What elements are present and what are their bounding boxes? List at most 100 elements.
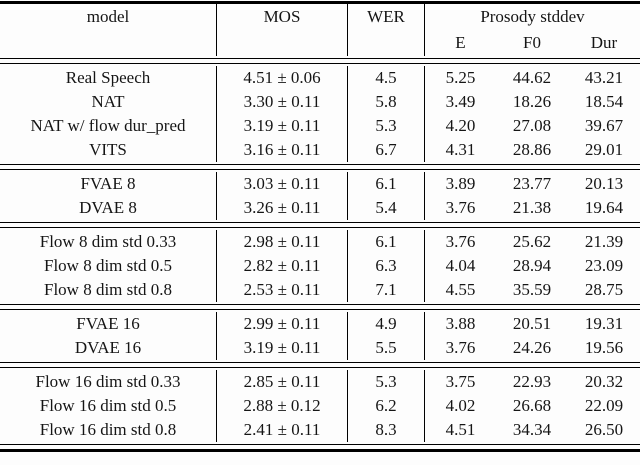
cell-f0-stddev: 44.62 <box>512 68 552 87</box>
cell-f0-stddev: 24.26 <box>512 338 552 357</box>
table-subheader-row: E F0 Dur <box>0 30 640 56</box>
subheader-dur: Dur <box>590 33 618 52</box>
cell-energy-stddev: 3.76 <box>445 338 476 357</box>
cell-f0-stddev: 25.62 <box>512 232 552 251</box>
table-row: NAT 3.30 ± 0.11 5.8 3.49 18.26 18.54 <box>0 90 640 114</box>
cell-duration-stddev: 43.21 <box>584 68 624 87</box>
cell-model: Real Speech <box>0 66 217 90</box>
cell-f0-stddev: 18.26 <box>512 92 552 111</box>
cell-wer: 5.3 <box>348 370 425 394</box>
table-row: Flow 16 dim std 0.5 2.88 ± 0.12 6.2 4.02… <box>0 394 640 418</box>
cell-duration-stddev: 22.09 <box>584 396 624 415</box>
cell-duration-stddev: 18.54 <box>584 92 624 111</box>
cell-f0-stddev: 26.68 <box>512 396 552 415</box>
header-model: model <box>0 4 217 30</box>
cell-energy-stddev: 3.75 <box>445 372 476 391</box>
cell-energy-stddev: 4.51 <box>445 420 476 439</box>
cell-model: FVAE 16 <box>0 312 217 336</box>
cell-wer: 6.7 <box>348 138 425 162</box>
table-row: DVAE 16 3.19 ± 0.11 5.5 3.76 24.26 19.56 <box>0 336 640 360</box>
subheader-spacer <box>348 30 425 56</box>
cell-mos: 3.03 ± 0.11 <box>217 172 348 196</box>
cell-wer: 4.5 <box>348 66 425 90</box>
cell-model: DVAE 8 <box>0 196 217 220</box>
cell-f0-stddev: 23.77 <box>512 174 552 193</box>
cell-mos: 2.41 ± 0.11 <box>217 418 348 442</box>
cell-model: Flow 16 dim std 0.5 <box>0 394 217 418</box>
cell-mos: 4.51 ± 0.06 <box>217 66 348 90</box>
cell-duration-stddev: 23.09 <box>584 256 624 275</box>
cell-duration-stddev: 29.01 <box>584 140 624 159</box>
cell-f0-stddev: 28.94 <box>512 256 552 275</box>
cell-model: FVAE 8 <box>0 172 217 196</box>
header-separator-rule <box>0 58 640 64</box>
table-row: Real Speech 4.51 ± 0.06 4.5 5.25 44.62 4… <box>0 66 640 90</box>
cell-model: Flow 16 dim std 0.33 <box>0 370 217 394</box>
subheader-f0: F0 <box>523 33 541 52</box>
group-separator-rule <box>0 362 640 368</box>
cell-mos: 3.16 ± 0.11 <box>217 138 348 162</box>
cell-model: Flow 8 dim std 0.33 <box>0 230 217 254</box>
table-bottom-rule <box>0 444 640 452</box>
cell-mos: 2.53 ± 0.11 <box>217 278 348 302</box>
cell-model: VITS <box>0 138 217 162</box>
cell-f0-stddev: 28.86 <box>512 140 552 159</box>
table-row: Flow 16 dim std 0.8 2.41 ± 0.11 8.3 4.51… <box>0 418 640 442</box>
cell-wer: 6.1 <box>348 172 425 196</box>
cell-energy-stddev: 3.76 <box>445 232 476 251</box>
cell-energy-stddev: 4.04 <box>445 256 476 275</box>
table-row: FVAE 16 2.99 ± 0.11 4.9 3.88 20.51 19.31 <box>0 312 640 336</box>
header-prosody-stddev: Prosody stddev <box>480 7 585 26</box>
table-header-row: model MOS WER Prosody stddev <box>0 4 640 30</box>
table-top-rule <box>0 1 640 4</box>
cell-duration-stddev: 39.67 <box>584 116 624 135</box>
cell-duration-stddev: 28.75 <box>584 280 624 299</box>
cell-duration-stddev: 20.13 <box>584 174 624 193</box>
cell-mos: 3.19 ± 0.11 <box>217 114 348 138</box>
cell-wer: 5.4 <box>348 196 425 220</box>
cell-energy-stddev: 4.20 <box>445 116 476 135</box>
header-wer: WER <box>348 4 425 30</box>
cell-mos: 3.26 ± 0.11 <box>217 196 348 220</box>
cell-wer: 8.3 <box>348 418 425 442</box>
cell-wer: 6.2 <box>348 394 425 418</box>
cell-energy-stddev: 4.31 <box>445 140 476 159</box>
table-row: FVAE 8 3.03 ± 0.11 6.1 3.89 23.77 20.13 <box>0 172 640 196</box>
cell-duration-stddev: 19.31 <box>584 314 624 333</box>
cell-mos: 2.88 ± 0.12 <box>217 394 348 418</box>
subheader-spacer <box>0 30 217 56</box>
cell-mos: 2.98 ± 0.11 <box>217 230 348 254</box>
group-separator-rule <box>0 164 640 170</box>
cell-mos: 2.85 ± 0.11 <box>217 370 348 394</box>
cell-energy-stddev: 5.25 <box>445 68 476 87</box>
cell-wer: 4.9 <box>348 312 425 336</box>
cell-wer: 6.3 <box>348 254 425 278</box>
cell-energy-stddev: 3.89 <box>445 174 476 193</box>
cell-duration-stddev: 21.39 <box>584 232 624 251</box>
cell-wer: 5.3 <box>348 114 425 138</box>
table-row: NAT w/ flow dur_pred 3.19 ± 0.11 5.3 4.2… <box>0 114 640 138</box>
cell-energy-stddev: 3.76 <box>445 198 476 217</box>
cell-f0-stddev: 20.51 <box>512 314 552 333</box>
cell-f0-stddev: 35.59 <box>512 280 552 299</box>
cell-mos: 3.30 ± 0.11 <box>217 90 348 114</box>
cell-wer: 6.1 <box>348 230 425 254</box>
cell-energy-stddev: 3.88 <box>445 314 476 333</box>
cell-wer: 5.8 <box>348 90 425 114</box>
table-row: Flow 8 dim std 0.5 2.82 ± 0.11 6.3 4.04 … <box>0 254 640 278</box>
group-separator-rule <box>0 304 640 310</box>
cell-model: Flow 8 dim std 0.5 <box>0 254 217 278</box>
cell-f0-stddev: 22.93 <box>512 372 552 391</box>
table-row: Flow 8 dim std 0.8 2.53 ± 0.11 7.1 4.55 … <box>0 278 640 302</box>
cell-duration-stddev: 19.64 <box>584 198 624 217</box>
subheader-spacer <box>217 30 348 56</box>
cell-model: NAT w/ flow dur_pred <box>0 114 217 138</box>
table-row: VITS 3.16 ± 0.11 6.7 4.31 28.86 29.01 <box>0 138 640 162</box>
table-row: DVAE 8 3.26 ± 0.11 5.4 3.76 21.38 19.64 <box>0 196 640 220</box>
cell-model: Flow 16 dim std 0.8 <box>0 418 217 442</box>
cell-duration-stddev: 20.32 <box>584 372 624 391</box>
cell-mos: 3.19 ± 0.11 <box>217 336 348 360</box>
group-separator-rule <box>0 222 640 228</box>
cell-f0-stddev: 27.08 <box>512 116 552 135</box>
